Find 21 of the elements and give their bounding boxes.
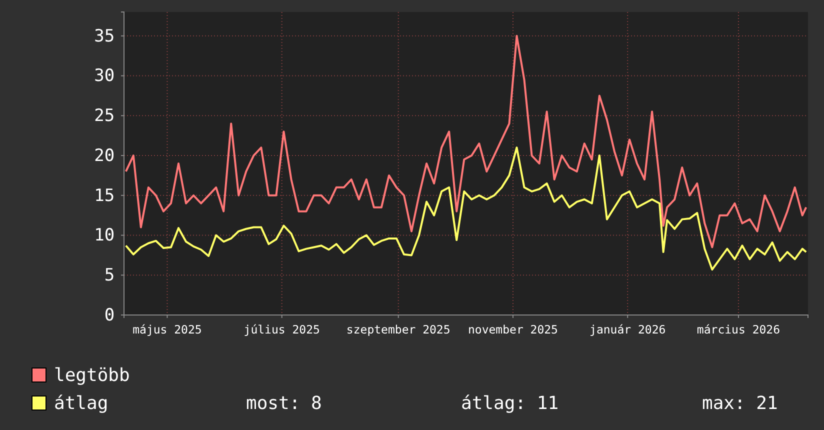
x-tick-label: március 2026 xyxy=(696,322,780,337)
y-tick-label: 25 xyxy=(94,106,115,126)
x-tick-label: szeptember 2025 xyxy=(346,322,450,337)
y-tick-label: 30 xyxy=(94,66,115,86)
text: max: 21 xyxy=(702,393,778,414)
y-tick-label: 5 xyxy=(104,266,115,286)
y-tick-label: 10 xyxy=(94,226,115,246)
y-tick-label: 20 xyxy=(94,146,115,166)
x-tick-label: január 2026 xyxy=(590,322,666,337)
text: átlag: 11 xyxy=(461,393,559,414)
line-series xyxy=(124,34,808,248)
x-tick-label: május 2025 xyxy=(132,322,202,337)
x-tick-label: november 2025 xyxy=(468,322,558,337)
y-tick-label: 35 xyxy=(94,26,115,46)
y-tick-label: 15 xyxy=(94,186,115,206)
legend-label: átlag xyxy=(54,393,108,414)
text: most: 8 xyxy=(246,393,322,414)
legend-label: legtöbb xyxy=(54,365,130,386)
line-series xyxy=(124,146,808,271)
x-tick-label: július 2025 xyxy=(244,322,320,337)
y-tick-label: 0 xyxy=(104,305,115,326)
